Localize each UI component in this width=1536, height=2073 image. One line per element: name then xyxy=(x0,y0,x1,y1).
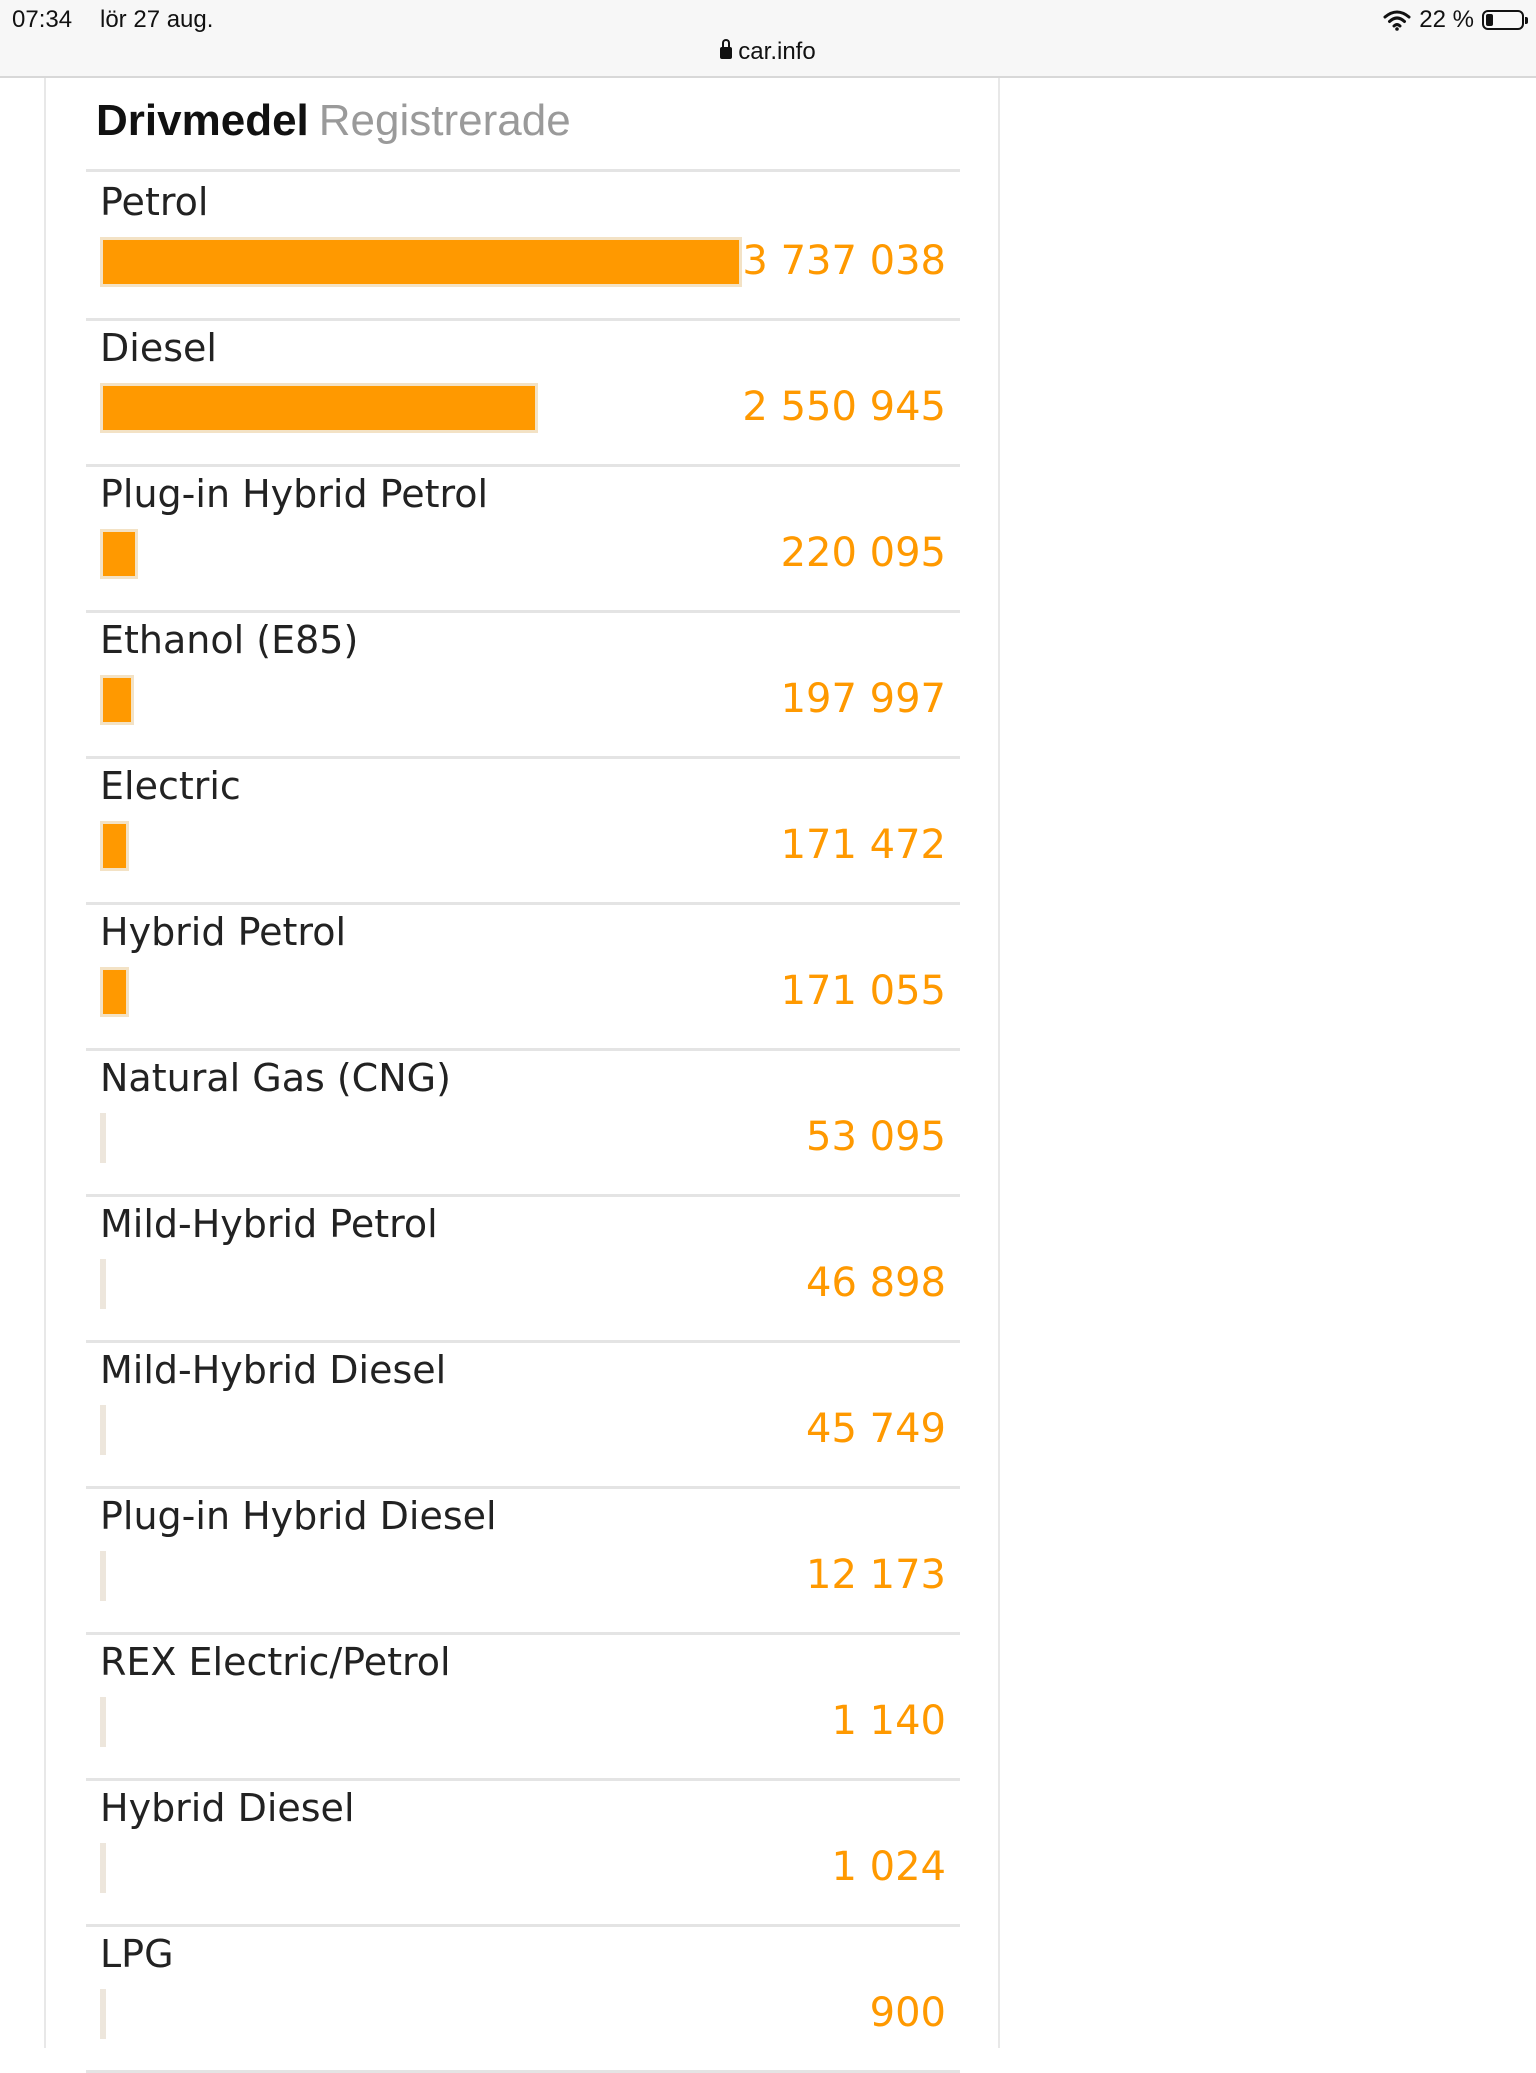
row-divider xyxy=(86,756,960,759)
fuel-row: Mild-Hybrid Diesel 45 749 xyxy=(86,1340,960,1489)
fuel-value: 46 898 xyxy=(806,1260,946,1306)
battery-level xyxy=(1486,14,1494,26)
fuel-bar xyxy=(100,1113,106,1163)
status-time: 07:34 xyxy=(12,6,73,33)
status-bar: 07:34 lör 27 aug. car.info 22 % xyxy=(0,0,1536,78)
fuel-bar xyxy=(100,1843,106,1893)
fuel-value: 171 472 xyxy=(780,822,946,868)
card-title-subtitle: Registrerade xyxy=(318,96,571,145)
row-divider xyxy=(86,1632,960,1635)
row-divider xyxy=(86,1486,960,1489)
fuel-bar xyxy=(100,675,134,725)
fuel-row: Petrol 3 737 038 xyxy=(86,172,960,321)
fuel-value: 197 997 xyxy=(780,676,946,722)
fuel-label: Plug-in Hybrid Petrol xyxy=(100,472,489,516)
fuel-label: Petrol xyxy=(100,180,209,224)
fuel-row: Hybrid Diesel 1 024 xyxy=(86,1778,960,1927)
fuel-label: Electric xyxy=(100,764,241,808)
fuel-label: Mild-Hybrid Diesel xyxy=(100,1348,447,1392)
fuel-label: Natural Gas (CNG) xyxy=(100,1056,451,1100)
row-divider xyxy=(86,1778,960,1781)
status-indicators: 22 % xyxy=(1383,6,1528,34)
fuel-value: 2 550 945 xyxy=(742,384,946,430)
fuel-bar xyxy=(100,1259,106,1309)
row-divider xyxy=(86,610,960,613)
title-divider xyxy=(86,169,960,172)
fuel-row: Plug-in Hybrid Diesel 12 173 xyxy=(86,1486,960,1635)
fuel-label: Plug-in Hybrid Diesel xyxy=(100,1494,497,1538)
row-divider xyxy=(86,1048,960,1051)
address-bar[interactable]: car.info xyxy=(0,38,1536,66)
fuel-row: Hybrid Petrol 171 055 xyxy=(86,902,960,1051)
status-date: lör 27 aug. xyxy=(100,6,214,33)
fuel-row: LPG 900 xyxy=(86,1924,960,2073)
fuel-row: Ethanol (E85) 197 997 xyxy=(86,610,960,759)
fuel-value: 1 024 xyxy=(831,1844,946,1890)
fuel-value: 45 749 xyxy=(806,1406,946,1452)
url-text: car.info xyxy=(738,38,816,65)
fuel-row: Electric 171 472 xyxy=(86,756,960,905)
fuel-value: 220 095 xyxy=(780,530,946,576)
fuel-label: LPG xyxy=(100,1932,174,1976)
fuel-bar xyxy=(100,967,129,1017)
fuel-bar xyxy=(100,237,742,287)
wifi-icon xyxy=(1383,9,1411,31)
fuel-label: Ethanol (E85) xyxy=(100,618,359,662)
battery-percent: 22 % xyxy=(1419,6,1474,33)
fuel-bar xyxy=(100,1405,106,1455)
fuel-bar xyxy=(100,1551,106,1601)
page: Drivmedel Registrerade Petrol 3 737 038 Die… xyxy=(0,78,1536,2073)
fuel-label: Hybrid Diesel xyxy=(100,1786,355,1830)
fuel-row: Natural Gas (CNG) 53 095 xyxy=(86,1048,960,1197)
fuel-card: Drivmedel Registrerade Petrol 3 737 038 Die… xyxy=(44,78,1000,2073)
fuel-value: 12 173 xyxy=(806,1552,946,1598)
card-title-main: Drivmedel xyxy=(96,96,309,145)
fuel-row: Diesel 2 550 945 xyxy=(86,318,960,467)
fuel-label: Hybrid Petrol xyxy=(100,910,346,954)
fuel-value: 900 xyxy=(869,1990,946,2036)
fuel-bar xyxy=(100,383,538,433)
fuel-row: REX Electric/Petrol 1 140 xyxy=(86,1632,960,1781)
row-divider xyxy=(86,1340,960,1343)
fuel-row: Mild-Hybrid Petrol 46 898 xyxy=(86,1194,960,1343)
row-divider xyxy=(86,1194,960,1197)
fuel-value: 171 055 xyxy=(780,968,946,1014)
fuel-bar xyxy=(100,1989,106,2039)
card-title: Drivmedel Registrerade xyxy=(96,96,571,146)
fuel-bar xyxy=(100,1697,106,1747)
row-divider xyxy=(86,902,960,905)
fuel-label: Mild-Hybrid Petrol xyxy=(100,1202,438,1246)
row-divider xyxy=(86,1924,960,1927)
battery-icon xyxy=(1482,10,1528,30)
row-divider xyxy=(86,464,960,467)
fuel-bar xyxy=(100,529,138,579)
fuel-value: 3 737 038 xyxy=(742,238,946,284)
fuel-value: 53 095 xyxy=(806,1114,946,1160)
fuel-bar xyxy=(100,821,129,871)
fuel-label: Diesel xyxy=(100,326,217,370)
lock-icon xyxy=(720,39,733,59)
fuel-row: Plug-in Hybrid Petrol 220 095 xyxy=(86,464,960,613)
fuel-label: REX Electric/Petrol xyxy=(100,1640,451,1684)
fuel-value: 1 140 xyxy=(831,1698,946,1744)
row-divider xyxy=(86,318,960,321)
